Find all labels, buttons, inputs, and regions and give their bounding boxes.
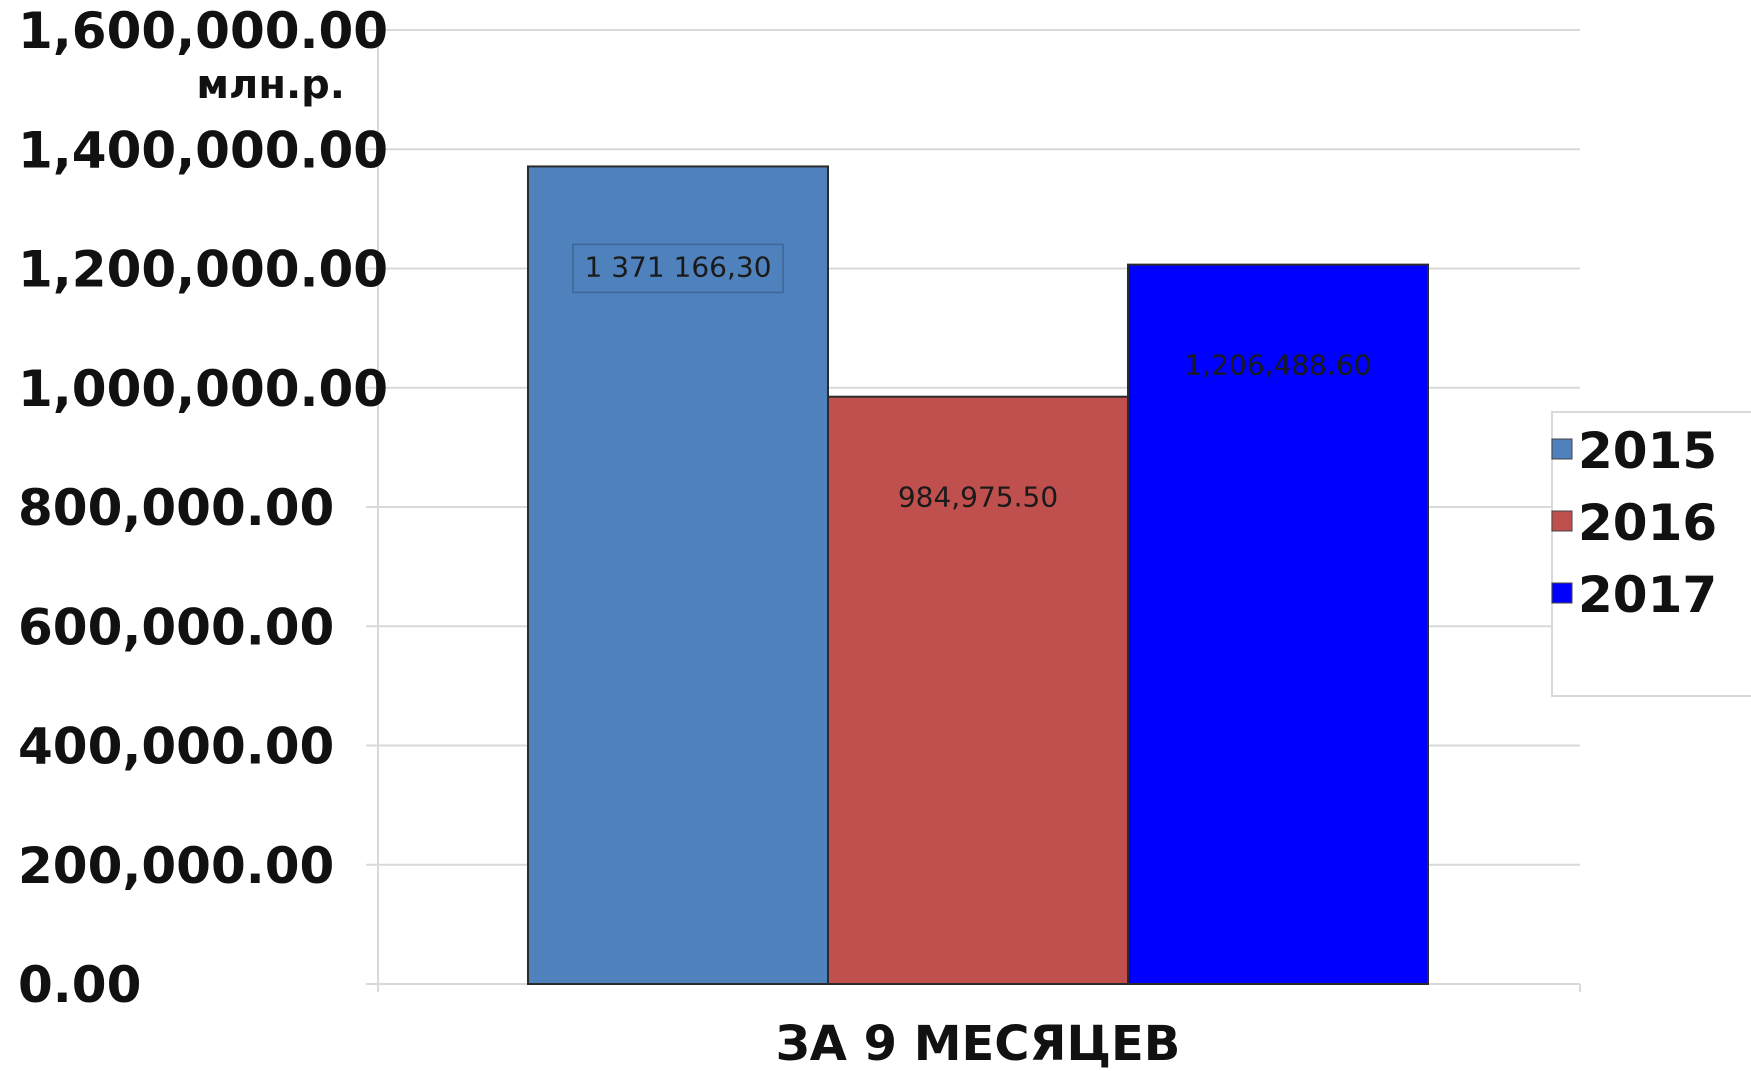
y-tick-label: 600,000.00 xyxy=(18,598,334,656)
y-tick-label: 1,600,000.00 xyxy=(18,2,388,60)
y-tick-label: 1,000,000.00 xyxy=(18,360,388,418)
data-label-box xyxy=(572,243,784,294)
axes xyxy=(377,30,1581,992)
y-tick-label: 800,000.00 xyxy=(18,479,334,537)
legend-label-2016: 2016 xyxy=(1578,494,1717,552)
legend-swatch-2016 xyxy=(1551,510,1573,532)
legend-swatch-2017 xyxy=(1551,582,1573,604)
y-tick-label: 0.00 xyxy=(18,956,141,1014)
data-label-2017: 1,206,488.60 xyxy=(1184,349,1371,382)
y-tick-label: 1,200,000.00 xyxy=(18,241,388,299)
y-axis-unit-label: млн.р. xyxy=(196,62,345,108)
data-label-2016: 984,975.50 xyxy=(898,481,1058,514)
bar-2015 xyxy=(527,165,829,986)
bars xyxy=(527,165,1429,986)
legend-swatch-2015 xyxy=(1551,438,1573,460)
y-tick-label: 200,000.00 xyxy=(18,837,334,895)
legend-label-2017: 2017 xyxy=(1578,566,1717,624)
data-labels: 1 371 166,30 984,975.50 1,206,488.60 xyxy=(572,243,1372,514)
legend: 2015 2016 2017 xyxy=(1551,411,1751,697)
legend-label-2015: 2015 xyxy=(1578,422,1717,480)
bar-2017 xyxy=(1127,263,1429,985)
x-axis-category-label: ЗА 9 МЕСЯЦЕВ xyxy=(776,1016,1181,1071)
y-axis-tick-labels: 0.00 200,000.00 400,000.00 600,000.00 800,00… xyxy=(18,2,388,1014)
legend-box xyxy=(1551,411,1751,697)
y-tick-label: 400,000.00 xyxy=(18,718,334,776)
y-tick-label: 1,400,000.00 xyxy=(18,121,388,179)
data-label-2015: 1 371 166,30 xyxy=(584,250,771,283)
bar-2016 xyxy=(827,395,1129,985)
